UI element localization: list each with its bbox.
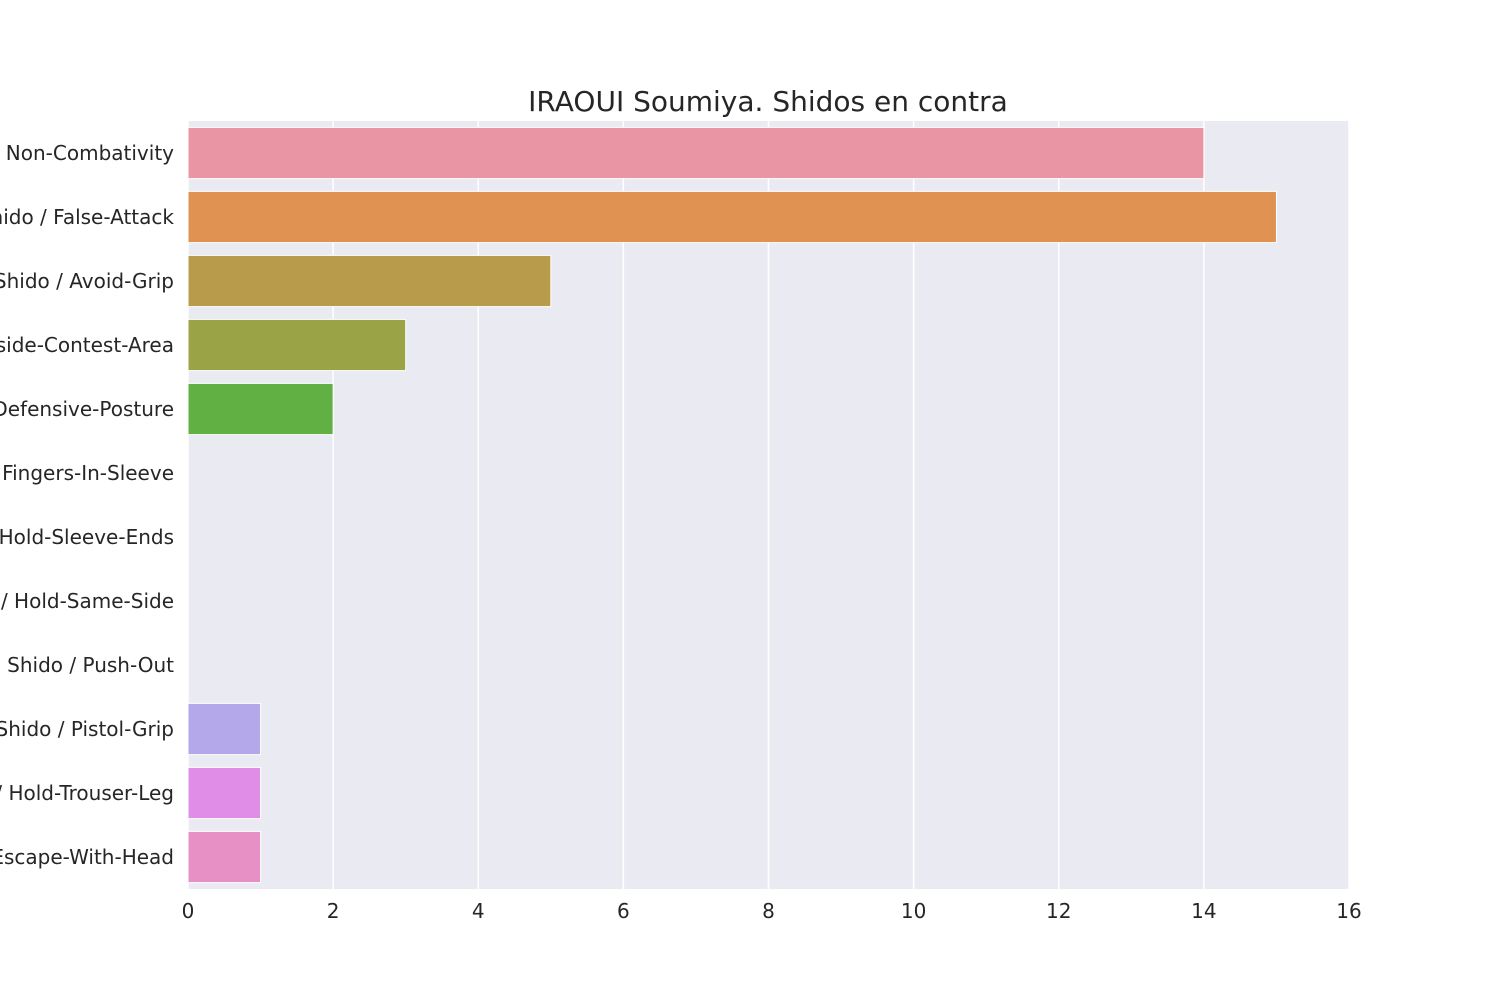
y-axis-ticks: Shido / Non-Combativity Shido / False-Att… bbox=[0, 141, 174, 869]
x-tick-label: 14 bbox=[1191, 899, 1216, 923]
y-tick-label: Shido / Hold-Same-Side bbox=[0, 589, 174, 613]
bar bbox=[187, 766, 262, 820]
x-tick-label: 0 bbox=[182, 899, 195, 923]
x-tick-label: 12 bbox=[1046, 899, 1071, 923]
y-tick-label: Shido / Non-Combativity bbox=[0, 141, 174, 165]
bar bbox=[187, 318, 407, 372]
y-tick-label: Shido / Fingers-In-Sleeve bbox=[0, 461, 174, 485]
y-tick-label: Shido / Outside-Contest-Area bbox=[0, 333, 174, 357]
bar bbox=[187, 254, 552, 308]
bar bbox=[187, 830, 262, 884]
x-axis-ticks: 0 2 4 6 8 10 12 14 16 bbox=[182, 899, 1362, 923]
y-tick-label: Shido / Defensive-Posture bbox=[0, 397, 174, 421]
x-tick-label: 6 bbox=[617, 899, 630, 923]
x-tick-label: 4 bbox=[472, 899, 485, 923]
bar bbox=[187, 382, 334, 436]
bar bbox=[187, 190, 1277, 244]
y-tick-label: Shido / Push-Out bbox=[7, 653, 174, 677]
y-tick-label: Shido / Pistol-Grip bbox=[0, 717, 174, 741]
x-tick-label: 8 bbox=[762, 899, 775, 923]
bar bbox=[187, 702, 262, 756]
x-tick-label: 10 bbox=[901, 899, 926, 923]
y-tick-label: Shido / Hold-Trouser-Leg bbox=[0, 781, 174, 805]
chart-title: IRAOUI Soumiya. Shidos en contra bbox=[528, 85, 1008, 118]
y-tick-label: Shido / Hold-Sleeve-Ends bbox=[0, 525, 174, 549]
y-tick-label: Shido / Avoid-Grip bbox=[0, 269, 174, 293]
grid-lines bbox=[187, 121, 1350, 889]
bars bbox=[187, 126, 1277, 884]
x-tick-label: 16 bbox=[1336, 899, 1361, 923]
bar bbox=[187, 126, 1205, 180]
y-tick-label: Shido / Escape-With-Head bbox=[0, 845, 174, 869]
y-tick-label: Shido / False-Attack bbox=[0, 205, 174, 229]
x-tick-label: 2 bbox=[327, 899, 340, 923]
